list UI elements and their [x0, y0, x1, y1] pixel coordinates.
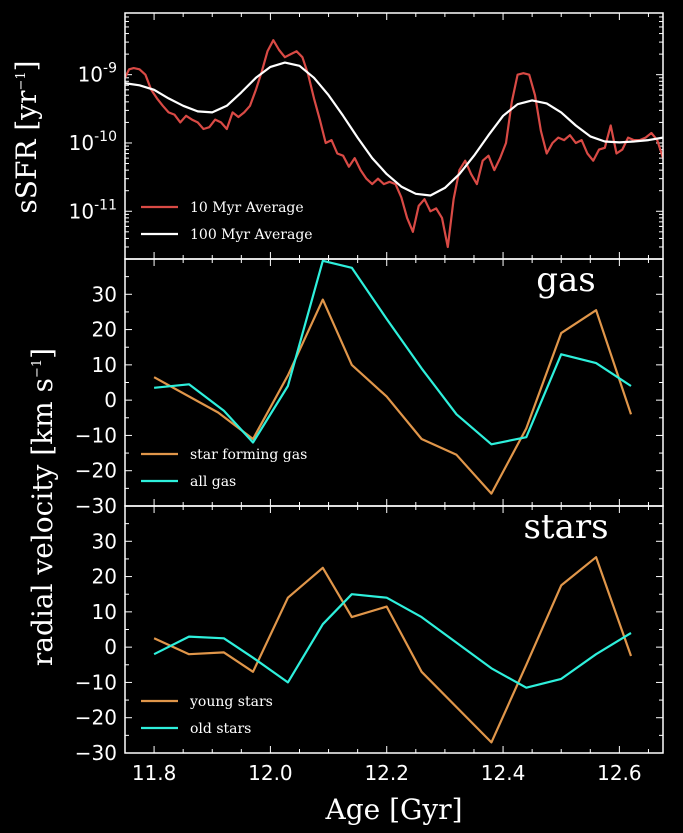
series-line-young-stars — [153, 556, 633, 744]
radial-velocity-ylabel: radial velocity [km s−1] — [26, 348, 59, 666]
x-tick-label: 12.4 — [481, 761, 526, 785]
y-tick-label: −20 — [75, 706, 117, 730]
y-tick-label: 20 — [92, 565, 117, 589]
panel-stars: −30 −20 −10 0 10 20 30 young stars old stars star… — [75, 505, 664, 785]
y-tick-label: 10-10 — [69, 129, 117, 155]
y-tick-label: 10-9 — [78, 61, 117, 87]
panel-frame — [124, 505, 664, 754]
y-tick-label-exp: -11 — [94, 197, 117, 213]
panel-gas: −30 −20 −10 0 10 20 30 star forming gas all gas g… — [75, 258, 664, 518]
y-tick-label: 0 — [104, 388, 117, 412]
series-group — [153, 556, 633, 744]
y-tick-label: 20 — [92, 318, 117, 342]
legend-label: 100 Myr Average — [190, 227, 313, 243]
x-tick-label: 12.0 — [248, 761, 293, 785]
y-tick-label-exp: -9 — [103, 61, 117, 77]
ssfr-ylabel: sSFR [yr−1] — [10, 60, 43, 213]
y-tick-label: −30 — [75, 494, 117, 518]
y-tick-label: 30 — [92, 529, 117, 553]
y-tick-label: 10 — [92, 353, 117, 377]
series-line-all-gas — [153, 259, 632, 446]
y-tick-label-base: 10 — [69, 131, 94, 155]
x-tick-label: 12.6 — [597, 761, 642, 785]
series-line-10-myr-average — [125, 39, 663, 249]
y-tick-label: 10 — [92, 600, 117, 624]
y-tick-label-base: 10 — [78, 63, 103, 87]
series-group — [125, 39, 663, 249]
legend-label: young stars — [189, 694, 273, 710]
series-line-star-forming-gas — [153, 298, 633, 495]
x-tick-label: 11.8 — [132, 761, 177, 785]
y-tick-label-exp: -10 — [94, 129, 117, 145]
legend-label: all gas — [190, 474, 236, 490]
x-axis-label: Age [Gyr] — [324, 793, 462, 826]
y-tick-label: 30 — [92, 282, 117, 306]
y-tick-label: 0 — [104, 635, 117, 659]
y-tick-label-base: 10 — [69, 199, 94, 223]
panel-annotation-gas: gas — [536, 260, 595, 300]
series-group — [153, 259, 633, 495]
y-tick-label: −30 — [75, 741, 117, 765]
y-tick-label: −10 — [75, 670, 117, 694]
series-line-100-myr-average — [125, 61, 663, 197]
y-tick-label: −20 — [75, 459, 117, 483]
series-line-old-stars — [153, 593, 632, 689]
y-tick-label: 10-11 — [69, 197, 117, 223]
x-tick-label: 12.2 — [364, 761, 409, 785]
legend-label: old stars — [190, 721, 251, 737]
legend-label: 10 Myr Average — [190, 200, 304, 216]
y-tick-label: −10 — [75, 423, 117, 447]
panel-annotation-stars: stars — [523, 507, 608, 547]
legend-label: star forming gas — [190, 447, 307, 463]
